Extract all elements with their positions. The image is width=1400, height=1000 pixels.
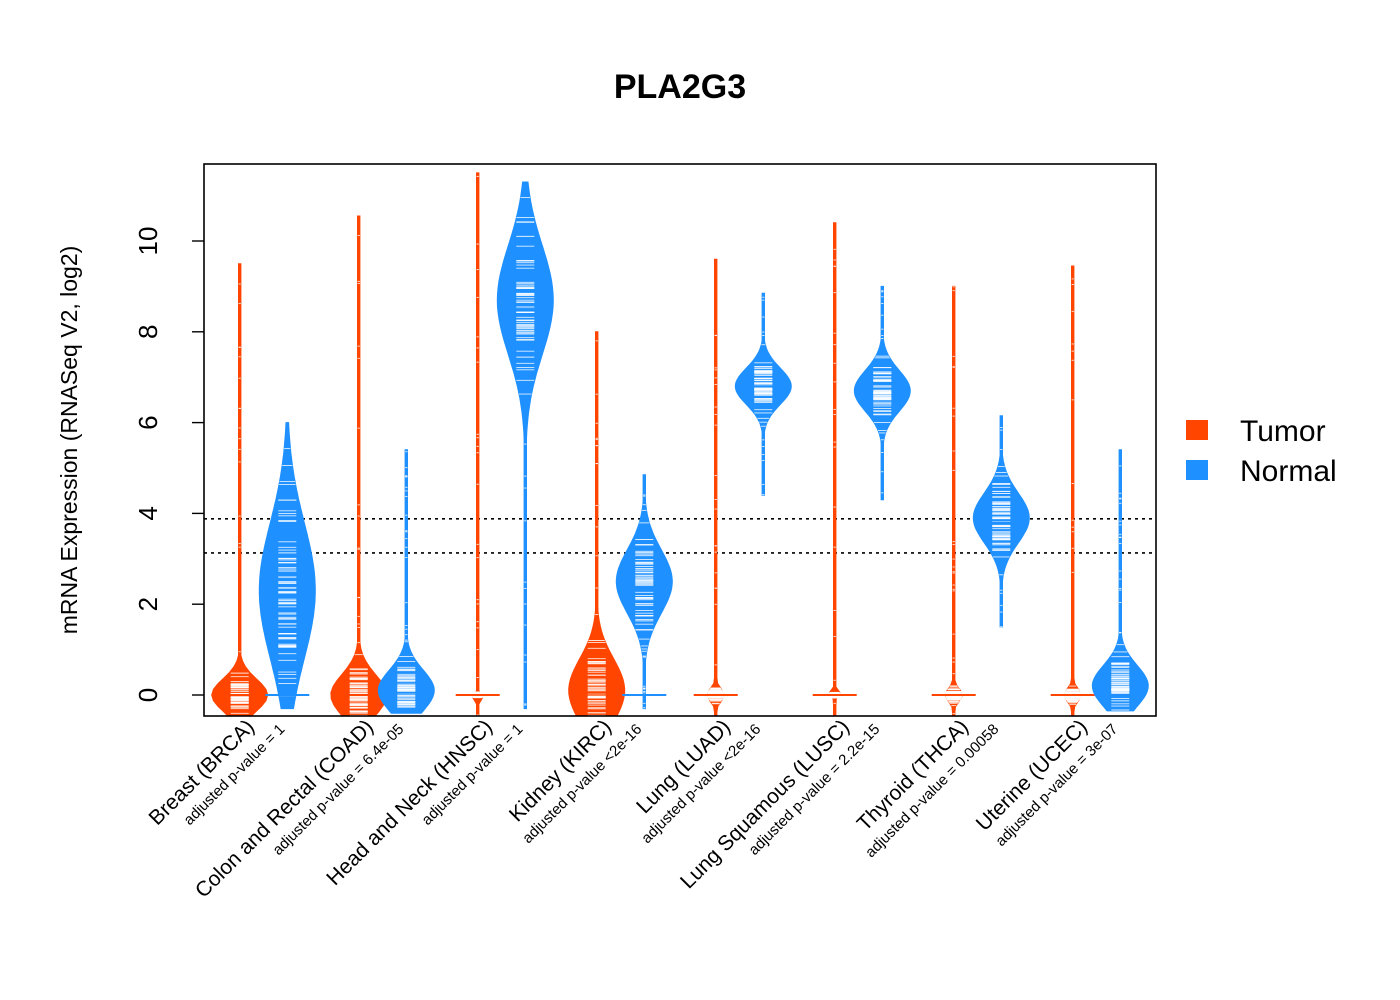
- bean-normal-8: [1091, 449, 1149, 712]
- y-tick-label: 0: [133, 688, 163, 702]
- plot-frame: [203, 163, 1157, 717]
- legend-label-tumor: Tumor: [1240, 415, 1326, 448]
- bean-tumor-2: [330, 215, 388, 716]
- y-tick-label: 6: [133, 415, 163, 429]
- bean-tumor-8: [1050, 265, 1095, 716]
- bean-tumor-7: [931, 285, 976, 716]
- bean-normal-1: [258, 422, 316, 710]
- legend-label-normal: Normal: [1240, 455, 1337, 488]
- y-tick-label: 8: [133, 325, 163, 339]
- bean-normal-2: [377, 449, 435, 714]
- y-tick-label: 10: [133, 227, 163, 256]
- bean-normal-6: [853, 285, 911, 501]
- bean-normal-7: [972, 415, 1030, 628]
- bean-tumor-6: [812, 222, 857, 716]
- y-axis-label: mRNA Expression (RNASeq V2, log2): [56, 246, 82, 635]
- bean-normal-3: [496, 181, 554, 710]
- legend-swatch-normal: [1186, 460, 1208, 480]
- bean-tumor-5: [693, 258, 738, 716]
- bean-normal-5: [734, 292, 792, 496]
- y-tick-label: 4: [133, 506, 163, 520]
- bean-normal-4: [615, 474, 673, 710]
- chart-title: PLA2G3: [614, 68, 746, 106]
- bean-tumor-1: [211, 263, 269, 716]
- bean-tumor-3: [455, 172, 500, 716]
- bean-tumor-4: [568, 331, 626, 716]
- y-tick-label: 2: [133, 597, 163, 611]
- legend-swatch-tumor: [1186, 420, 1208, 440]
